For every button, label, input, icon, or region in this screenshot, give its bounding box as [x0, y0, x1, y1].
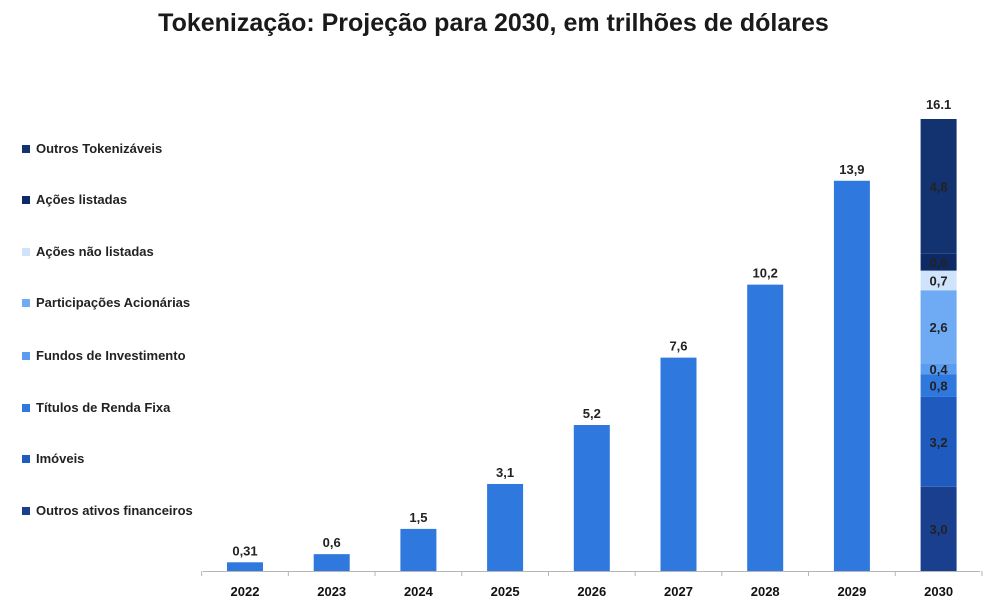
- stack-segment: [920, 253, 957, 271]
- chart-title: Tokenização: Projeção para 2030, em tril…: [158, 9, 829, 37]
- legend-swatch: [22, 195, 30, 204]
- legend-label: Imóveis: [36, 451, 85, 466]
- x-tick-label: 2028: [751, 584, 780, 599]
- x-tick-label: 2026: [577, 584, 606, 599]
- bar: [227, 562, 263, 571]
- legend-label: Títulos de Renda Fixa: [36, 400, 171, 415]
- legend-swatch: [22, 506, 30, 515]
- x-tick-label: 2024: [404, 584, 434, 599]
- stack-segment: [920, 486, 957, 571]
- stack-segment-label: 0,6: [930, 255, 948, 270]
- legend-label: Outros Tokenizáveis: [36, 141, 163, 156]
- legend-label: Ações listadas: [36, 192, 128, 207]
- bar-value-label: 1,5: [409, 510, 427, 525]
- stack-segment-label: 3,0: [930, 522, 948, 537]
- stack-segment-label: 2,6: [930, 320, 948, 335]
- bar-value-label: 7,6: [669, 339, 687, 354]
- legend-item: Títulos de Renda Fixa: [22, 400, 170, 415]
- bar: [487, 483, 524, 571]
- x-tick-label: 2023: [317, 584, 346, 599]
- legend-item: Ações não listadas: [22, 244, 154, 259]
- legend-label: Fundos de Investimento: [36, 348, 186, 363]
- legend-swatch: [22, 454, 30, 463]
- bar: [747, 284, 784, 571]
- bar-value-label: 5,2: [583, 406, 601, 421]
- legend-label: Ações não listadas: [36, 244, 154, 259]
- bar-value-label: 13,9: [839, 162, 864, 177]
- stack-segment-label: 0,7: [930, 273, 948, 288]
- bar-value-label: 0,31: [232, 543, 257, 558]
- bar-value-label: 3,1: [496, 465, 514, 480]
- legend-item: Imóveis: [22, 451, 84, 466]
- legend-swatch: [22, 298, 30, 307]
- x-tick-label: 2030: [924, 584, 953, 599]
- legend-swatch: [22, 247, 30, 256]
- stack-segment: [920, 290, 957, 364]
- legend-label: Participações Acionárias: [36, 295, 191, 310]
- x-tick-label: 2029: [837, 584, 866, 599]
- legend-item: Fundos de Investimento: [22, 348, 186, 363]
- legend-item: Ações listadas: [22, 192, 127, 207]
- stack-segment-label: 0,8: [930, 379, 948, 394]
- bar-value-label: 10,2: [753, 266, 778, 281]
- stack-segment-label: 0,4: [930, 362, 949, 377]
- legend-swatch: [22, 403, 30, 412]
- x-tick-label: 2025: [491, 584, 520, 599]
- stack-segment-label: 3,2: [930, 435, 948, 450]
- legend-swatch: [22, 351, 30, 360]
- stack-total-label: 16.1: [926, 97, 951, 112]
- legend-swatch: [22, 144, 30, 153]
- bar: [660, 357, 697, 571]
- x-tick-label: 2027: [664, 584, 693, 599]
- bar: [573, 425, 610, 571]
- stack-segment: [920, 119, 957, 254]
- stack-segment: [920, 363, 957, 375]
- stack-segment-label: 4,8: [930, 179, 948, 194]
- bar: [400, 528, 437, 571]
- legend-item: Outros ativos financeiros: [22, 503, 193, 518]
- bar: [313, 554, 350, 571]
- legend-label: Outros ativos financeiros: [36, 503, 193, 518]
- legend-item: Participações Acionárias: [22, 295, 190, 310]
- legend-item: Outros Tokenizáveis: [22, 141, 162, 156]
- stack-segment: [920, 270, 957, 291]
- x-tick-label: 2022: [231, 584, 260, 599]
- bar: [833, 180, 870, 571]
- stack-segment: [920, 374, 957, 397]
- stack-segment: [920, 396, 957, 487]
- bar-value-label: 0,6: [323, 535, 341, 550]
